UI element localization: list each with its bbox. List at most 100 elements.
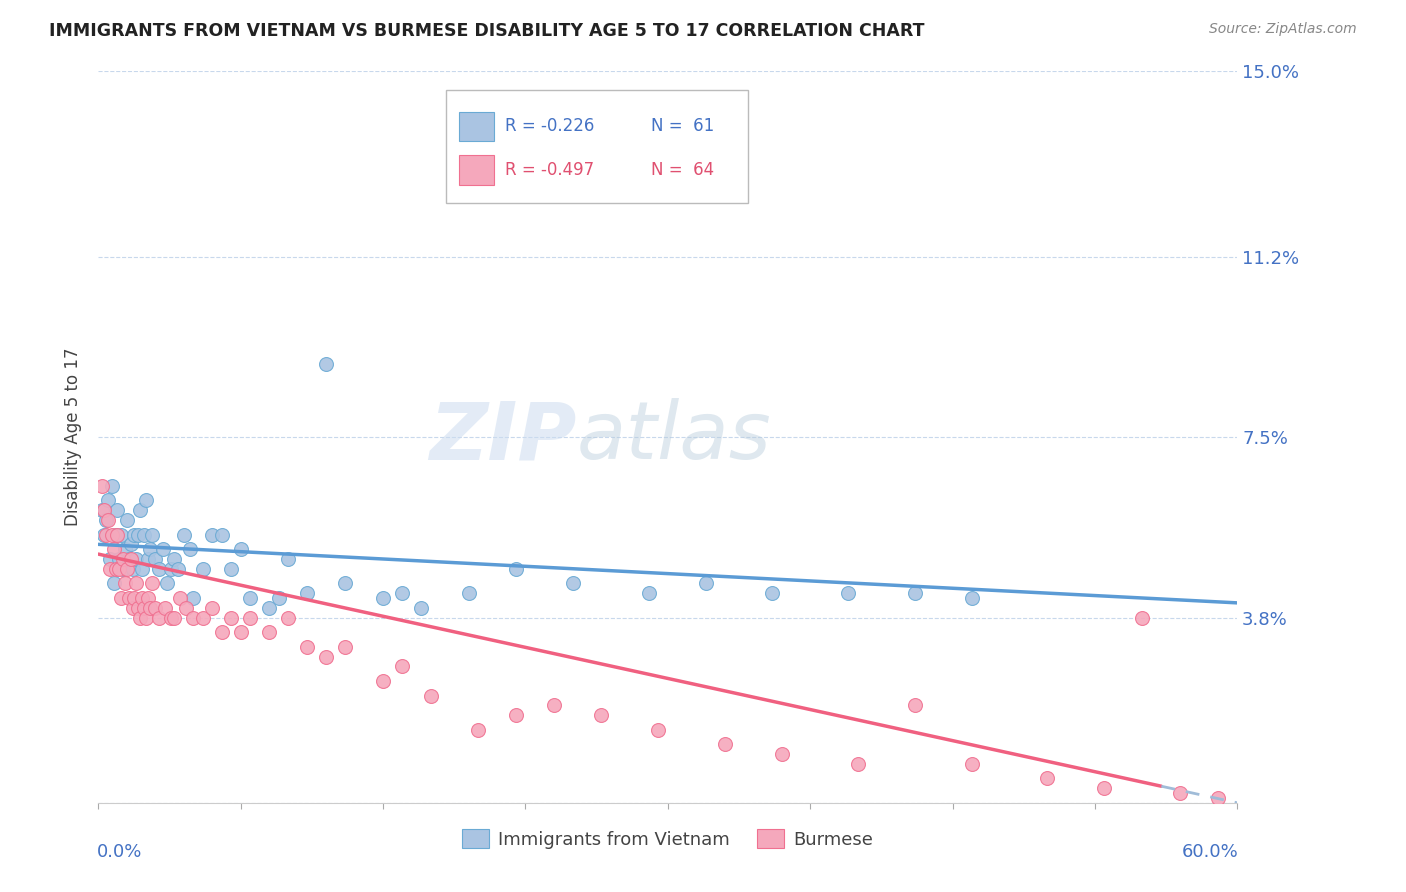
Text: ZIP: ZIP (429, 398, 576, 476)
Point (110, 527, 132, 541)
Point (159, 610, 181, 624)
Point (127, 600, 149, 615)
Point (714, 737, 737, 751)
Point (201, 600, 224, 615)
Legend: Immigrants from Vietnam, Burmese: Immigrants from Vietnam, Burmese (456, 822, 880, 856)
Point (136, 591, 159, 605)
Point (191, 562, 214, 576)
Point (221, 562, 243, 576)
Point (131, 562, 153, 576)
Point (104, 562, 127, 576)
Text: Source: ZipAtlas.com: Source: ZipAtlas.com (1209, 22, 1357, 37)
Point (505, 708, 527, 723)
Point (297, 640, 319, 654)
Point (141, 576, 163, 591)
Point (98, 562, 121, 576)
Point (118, 552, 141, 566)
Point (183, 591, 205, 605)
Point (125, 552, 148, 566)
Point (136, 552, 159, 566)
Point (371, 591, 394, 605)
Point (138, 542, 160, 557)
Point (103, 542, 125, 557)
Point (138, 600, 160, 615)
Point (124, 527, 146, 541)
Text: IMMIGRANTS FROM VIETNAM VS BURMESE DISABILITY AGE 5 TO 17 CORRELATION CHART: IMMIGRANTS FROM VIETNAM VS BURMESE DISAB… (49, 22, 925, 40)
FancyBboxPatch shape (460, 155, 494, 185)
Point (124, 591, 146, 605)
FancyBboxPatch shape (446, 90, 748, 203)
Point (107, 503, 129, 517)
Point (114, 542, 136, 557)
Point (904, 698, 927, 713)
Point (837, 586, 859, 600)
Point (174, 600, 197, 615)
Point (127, 527, 149, 541)
Point (120, 552, 142, 566)
Point (419, 689, 441, 703)
Point (259, 625, 281, 640)
Text: atlas: atlas (576, 398, 772, 476)
Point (156, 576, 179, 591)
Point (141, 527, 163, 541)
Point (647, 723, 669, 737)
Point (93, 503, 115, 517)
Point (277, 552, 299, 566)
Point (638, 586, 661, 600)
Point (179, 542, 201, 557)
Text: R = -0.497: R = -0.497 (505, 161, 595, 179)
Point (115, 513, 138, 527)
Point (315, 357, 337, 371)
Point (103, 576, 125, 591)
Point (100, 527, 122, 541)
Point (163, 552, 186, 566)
Point (104, 527, 127, 541)
Point (91, 503, 114, 517)
Point (391, 659, 413, 673)
Point (121, 562, 143, 576)
Point (112, 552, 135, 566)
Point (371, 673, 394, 688)
Point (1170, 786, 1192, 800)
Point (125, 576, 148, 591)
Point (173, 527, 195, 541)
Text: R = -0.226: R = -0.226 (505, 117, 595, 136)
Point (148, 610, 170, 624)
Point (115, 562, 138, 576)
Point (152, 542, 174, 557)
FancyBboxPatch shape (460, 112, 494, 141)
Point (100, 479, 122, 493)
Point (391, 586, 413, 600)
Point (960, 591, 983, 605)
Text: 0.0%: 0.0% (97, 843, 142, 861)
Point (543, 698, 565, 713)
Point (120, 537, 142, 551)
Point (132, 600, 155, 615)
Point (1094, 781, 1116, 796)
Point (98, 552, 121, 566)
Point (132, 527, 155, 541)
Point (108, 552, 131, 566)
Point (239, 610, 262, 624)
Point (93, 527, 115, 541)
Point (505, 562, 527, 576)
Point (211, 527, 233, 541)
Point (846, 756, 869, 771)
Point (1036, 772, 1059, 786)
Point (191, 610, 214, 624)
Point (169, 591, 191, 605)
Point (129, 503, 152, 517)
Point (259, 600, 281, 615)
Point (277, 610, 299, 624)
Point (761, 586, 783, 600)
Point (960, 756, 983, 771)
Text: N =  64: N = 64 (651, 161, 714, 179)
Point (94, 527, 117, 541)
Point (591, 708, 613, 723)
Point (467, 723, 489, 737)
Point (163, 610, 186, 624)
Point (695, 576, 717, 591)
Point (562, 576, 585, 591)
Point (167, 562, 190, 576)
Point (145, 600, 167, 615)
